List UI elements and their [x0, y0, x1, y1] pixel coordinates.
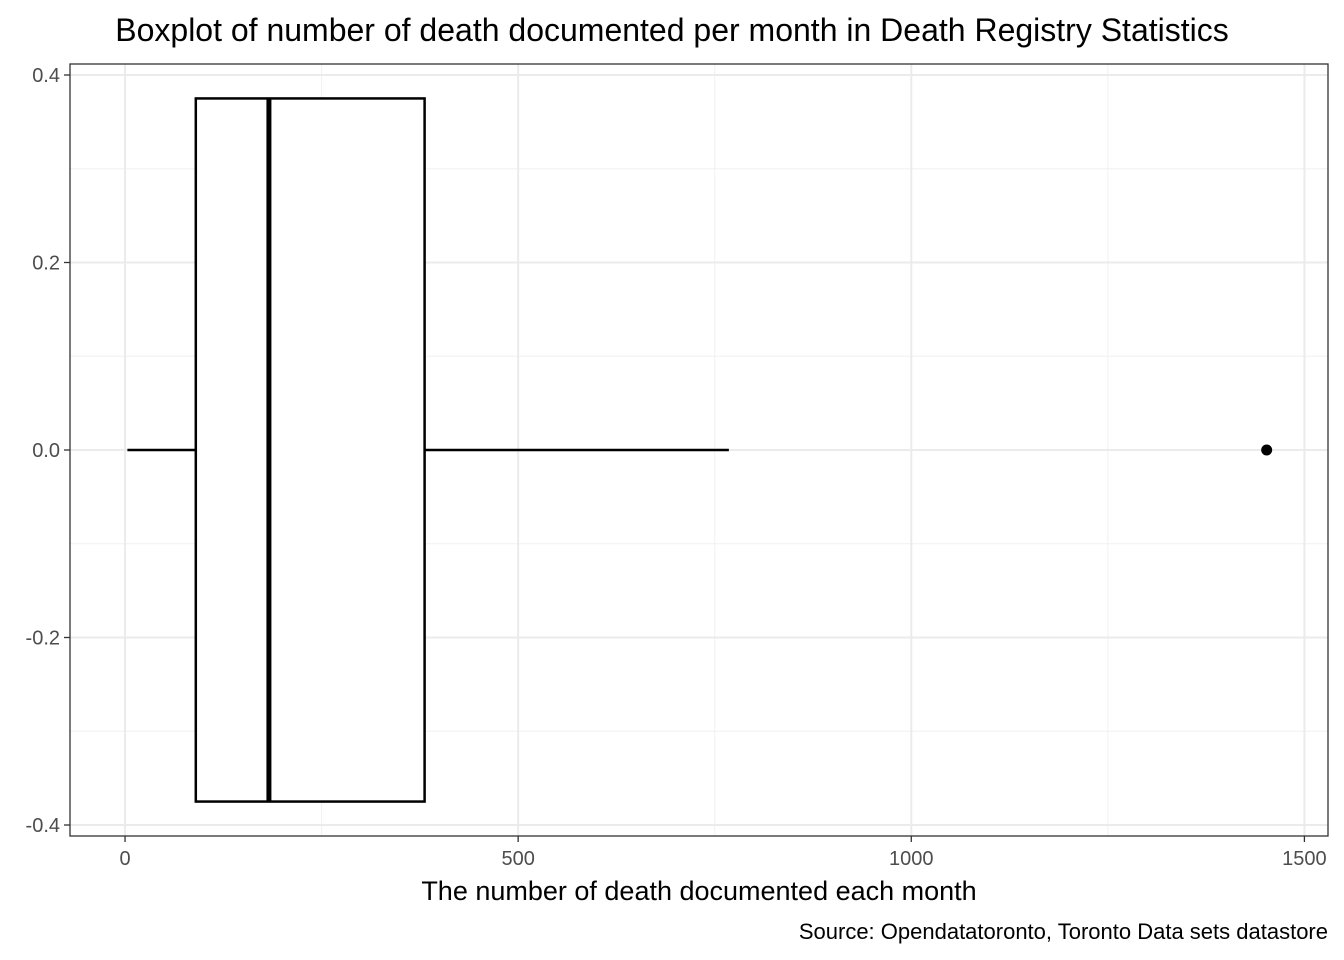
y-tick-label: 0.4 — [32, 65, 60, 87]
x-tick-label: 1000 — [889, 848, 934, 870]
x-tick-label: 0 — [119, 848, 130, 870]
x-tick-label: 1500 — [1282, 848, 1327, 870]
y-tick-label: -0.4 — [26, 815, 60, 837]
x-axis: 0 500 1000 1500 — [119, 836, 1327, 870]
y-axis: 0.4 0.2 0.0 -0.2 -0.4 — [26, 65, 70, 837]
outlier-point — [1261, 444, 1273, 456]
y-tick-label: -0.2 — [26, 628, 60, 650]
x-tick-label: 500 — [501, 848, 534, 870]
chart-title: Boxplot of number of death documented pe… — [115, 12, 1229, 48]
iqr-box — [194, 97, 426, 803]
y-tick-label: 0.2 — [32, 253, 60, 275]
x-axis-title: The number of death documented each mont… — [421, 876, 977, 906]
boxplot-layer — [127, 97, 1273, 803]
source-caption: Source: Opendatatoronto, Toronto Data se… — [798, 919, 1328, 944]
y-tick-label: 0.0 — [32, 440, 60, 462]
